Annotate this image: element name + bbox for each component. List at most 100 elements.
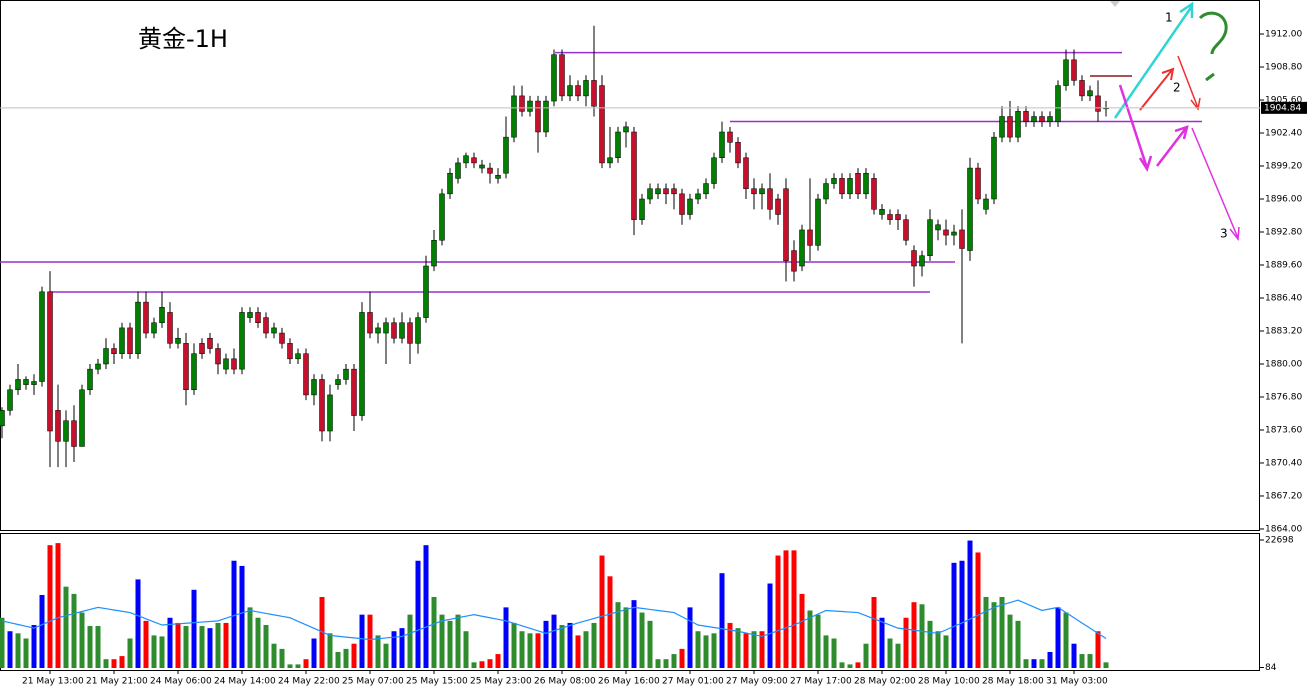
volume-bar <box>103 659 109 668</box>
volume-bar <box>879 617 885 668</box>
candle-body <box>295 353 301 360</box>
candle-body <box>759 188 765 195</box>
volume-bar <box>375 635 381 668</box>
volume-bar <box>639 612 645 668</box>
candle-body <box>607 157 613 164</box>
volume-bar <box>95 626 101 668</box>
volume-bar <box>431 597 437 668</box>
volume-bar <box>647 620 653 668</box>
candle-body <box>1047 116 1053 122</box>
volume-bar <box>719 573 725 668</box>
y-tick-label: 1870.40 <box>1265 458 1302 468</box>
candle-body <box>519 95 525 112</box>
candle-body <box>447 172 453 195</box>
volume-bar <box>399 628 405 668</box>
candle-body <box>839 178 845 195</box>
candle-body <box>231 358 237 370</box>
candle-body <box>39 291 45 382</box>
candle-body <box>727 131 733 143</box>
candle-body <box>703 183 709 195</box>
candle-body <box>631 131 637 220</box>
candle-body <box>1031 116 1037 122</box>
volume-bar <box>903 617 909 668</box>
volume-bar <box>207 628 213 668</box>
candle-body <box>1063 59 1069 86</box>
candle-body <box>815 198 821 246</box>
candle-body <box>223 358 229 370</box>
candle-body <box>175 337 181 344</box>
candle-body <box>311 379 317 396</box>
volume-bar <box>663 659 669 668</box>
candle-body <box>199 343 205 354</box>
volume-bar <box>295 664 301 668</box>
x-tick-label: 21 May 21:00 <box>86 677 148 687</box>
y-tick-label: 1905.60 <box>1265 96 1302 106</box>
volume-bar <box>1079 654 1085 668</box>
candle-body <box>591 80 597 107</box>
x-tick-label: 25 May 23:00 <box>470 677 532 687</box>
candle-body <box>1071 59 1077 81</box>
candle-body <box>431 240 437 267</box>
candle-body <box>639 198 645 220</box>
volume-bar <box>159 636 165 668</box>
candle-body <box>191 353 197 391</box>
y-tick-label: 1867.20 <box>1265 491 1302 501</box>
candle-body <box>215 348 221 365</box>
volume-bar <box>1047 651 1053 668</box>
candle-body <box>959 229 965 249</box>
x-tick-label: 28 May 18:00 <box>982 677 1044 687</box>
volume-bar <box>367 614 373 668</box>
arrow-1 <box>1113 1 1194 119</box>
candle-body <box>399 322 405 339</box>
candle-body <box>271 327 277 334</box>
volume-bar <box>999 597 1005 668</box>
volume-bar <box>135 579 141 668</box>
volume-bar <box>351 643 357 668</box>
volume-bar <box>943 635 949 668</box>
candle-body <box>167 312 173 344</box>
candle-body <box>391 322 397 339</box>
candle-body <box>279 332 285 344</box>
volume-bar <box>287 664 293 668</box>
arrow-3c <box>1191 127 1240 241</box>
candle-body <box>991 136 997 200</box>
candle-body <box>751 188 757 195</box>
candle-body <box>207 337 213 349</box>
y-tick-label: 1883.20 <box>1265 326 1302 336</box>
y-tick-label: 1899.20 <box>1265 162 1302 172</box>
candle-body <box>655 188 661 195</box>
arrow-2 <box>1139 67 1175 111</box>
volume-bar <box>783 550 789 668</box>
candle-body <box>743 157 749 189</box>
candle-body <box>535 100 541 133</box>
shift-marker <box>1110 1 1120 7</box>
x-tick-label: 28 May 02:00 <box>854 677 916 687</box>
volume-bar <box>303 659 309 668</box>
candle-body <box>919 255 925 267</box>
volume-bar <box>583 631 589 668</box>
candle-body <box>615 131 621 159</box>
candle-body <box>359 312 365 416</box>
volume-bar <box>279 648 285 668</box>
x-tick-label: 26 May 16:00 <box>598 677 660 687</box>
x-tick-label: 25 May 07:00 <box>342 677 404 687</box>
volume-bar <box>895 643 901 668</box>
volume-bar <box>199 626 205 668</box>
candle-body <box>695 193 701 200</box>
volume-bar <box>271 643 277 668</box>
candle-body <box>1023 111 1029 122</box>
volume-bar <box>15 633 21 668</box>
volume-bar <box>239 565 245 668</box>
candle-body <box>263 317 269 334</box>
candle-body <box>895 214 901 220</box>
volume-bar <box>111 659 117 668</box>
volume-bar <box>311 638 317 668</box>
candle-body <box>343 368 349 380</box>
x-tick-label: 21 May 13:00 <box>22 677 84 687</box>
candle-body <box>599 85 605 164</box>
volume-ma <box>1 599 1107 641</box>
candle-body <box>527 100 533 112</box>
volume-bar <box>607 576 613 668</box>
